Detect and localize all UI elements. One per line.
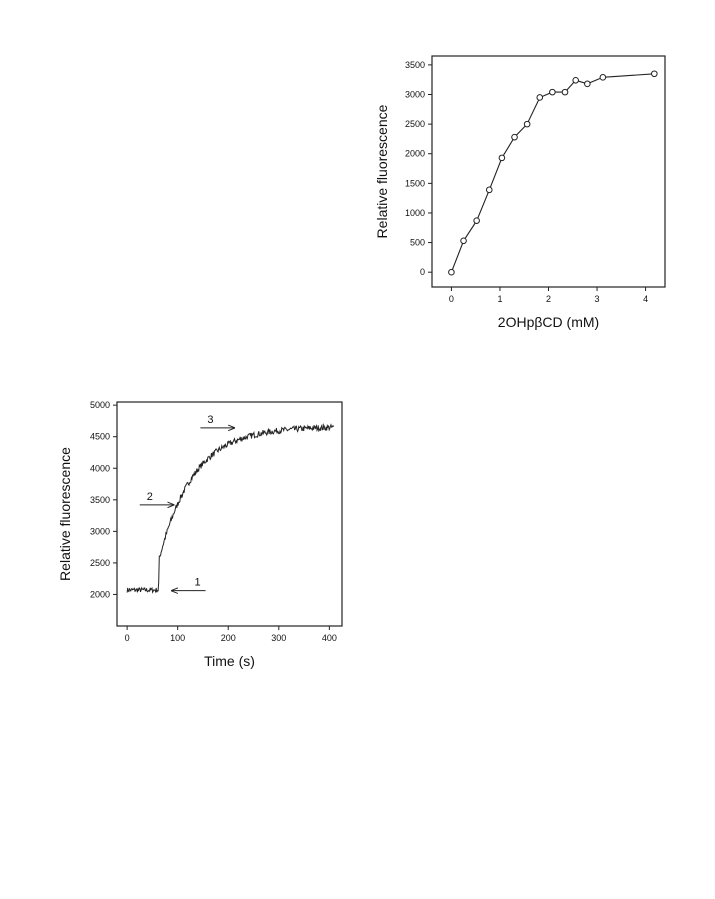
y-tick-label: 2000 bbox=[90, 589, 110, 599]
y-tick-label: 3000 bbox=[405, 90, 425, 100]
x-tick-label: 0 bbox=[125, 633, 130, 643]
data-point bbox=[448, 268, 455, 276]
data-point bbox=[599, 74, 607, 81]
x-tick-label: 100 bbox=[170, 633, 185, 643]
annotation-label: 2 bbox=[147, 491, 153, 503]
y-tick-label: 3500 bbox=[405, 60, 425, 70]
fluorescence-trace bbox=[126, 423, 335, 594]
data-point bbox=[473, 217, 480, 224]
y-tick-label: 1500 bbox=[405, 178, 425, 188]
y-tick-label: 2500 bbox=[405, 119, 425, 129]
y-tick-label: 4000 bbox=[90, 463, 110, 473]
x-tick-label: 400 bbox=[322, 633, 337, 643]
y-tick-label: 0 bbox=[420, 267, 425, 277]
x-tick-label: 200 bbox=[221, 633, 236, 643]
y-tick-label: 4500 bbox=[90, 432, 110, 442]
x-tick-label: 0 bbox=[449, 294, 454, 304]
y-axis-label: Relative fluorescence bbox=[374, 104, 390, 238]
x-tick-label: 300 bbox=[271, 633, 286, 643]
x-axis-label: Time (s) bbox=[204, 653, 255, 669]
x-axis-label: 2OHpβCD (mM) bbox=[498, 314, 599, 330]
plot-frame bbox=[431, 55, 666, 288]
y-tick-label: 2500 bbox=[90, 558, 110, 568]
chart-fluorescence-vs-concentration: 0 1 2 3 4 0 500 1000 1500 2000 2500 3000 3500 2OHpβCD… bbox=[374, 55, 666, 330]
data-point bbox=[536, 94, 544, 101]
series-line bbox=[450, 73, 655, 273]
data-point bbox=[511, 133, 518, 141]
y-tick-label: 2000 bbox=[405, 149, 425, 159]
chart-fluorescence-vs-time: 0 100 200 300 400 2000 2500 3000 3500 4000 4500 500… bbox=[57, 400, 343, 669]
x-tick-label: 3 bbox=[595, 294, 600, 304]
x-tick-label: 2 bbox=[546, 294, 551, 304]
y-axis-label: Relative fluorescence bbox=[57, 447, 73, 581]
data-point bbox=[584, 80, 591, 88]
data-point bbox=[651, 70, 658, 78]
y-tick-label: 3000 bbox=[90, 526, 110, 536]
plot-frame bbox=[116, 401, 343, 627]
y-tick-label: 1000 bbox=[405, 208, 425, 218]
annotation-label: 3 bbox=[207, 414, 213, 426]
data-point bbox=[485, 186, 493, 194]
data-point bbox=[572, 76, 579, 84]
x-tick-label: 4 bbox=[643, 294, 648, 304]
x-tick-label: 1 bbox=[497, 294, 502, 304]
annotation-label: 1 bbox=[195, 577, 201, 589]
data-point bbox=[460, 237, 467, 245]
data-point bbox=[549, 88, 556, 96]
data-point bbox=[498, 154, 506, 162]
data-point bbox=[523, 120, 531, 128]
y-tick-label: 500 bbox=[410, 238, 425, 248]
data-point bbox=[561, 88, 569, 96]
y-tick-label: 5000 bbox=[90, 400, 110, 410]
y-tick-label: 3500 bbox=[90, 495, 110, 505]
